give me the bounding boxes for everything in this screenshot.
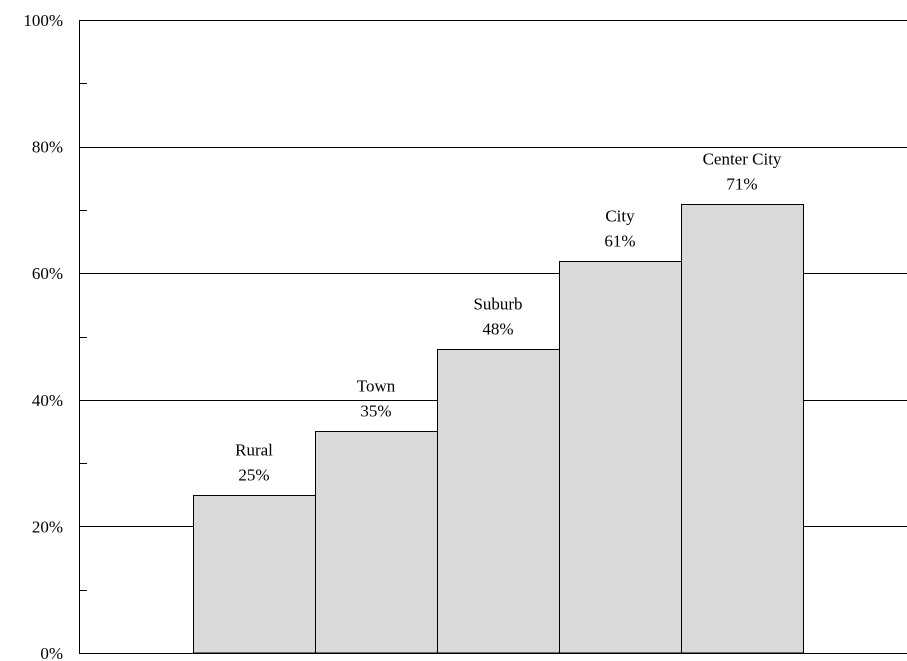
category-label-city: City <box>605 207 635 226</box>
category-label-town: Town <box>357 377 396 396</box>
value-label-town: 35% <box>360 402 391 421</box>
bar-suburb <box>437 349 560 654</box>
y-tick-labels: 0% 20% 40% 60% 80% 100% <box>23 11 63 661</box>
bar-city <box>559 261 682 654</box>
value-label-city: 61% <box>604 232 635 251</box>
value-label-center-city: 71% <box>726 175 757 194</box>
y-tick-label-20: 20% <box>32 517 63 536</box>
y-tick-label-100: 100% <box>23 11 63 30</box>
bar-center-city <box>681 204 804 654</box>
y-tick-label-80: 80% <box>32 138 63 157</box>
bars <box>193 204 804 654</box>
axes <box>79 20 907 654</box>
y-tick-label-40: 40% <box>32 391 63 410</box>
value-label-suburb: 48% <box>482 320 513 339</box>
value-label-rural: 25% <box>238 466 269 485</box>
category-label-suburb: Suburb <box>473 295 522 314</box>
bar-rural <box>193 495 316 654</box>
category-label-center-city: Center City <box>703 150 782 169</box>
y-tick-label-0: 0% <box>40 644 63 661</box>
bar-town <box>315 431 438 654</box>
y-tick-label-60: 60% <box>32 264 63 283</box>
category-label-rural: Rural <box>235 441 273 460</box>
data-labels: Rural 25% Town 35% Suburb 48% City 61% Center Ci… <box>235 150 782 485</box>
